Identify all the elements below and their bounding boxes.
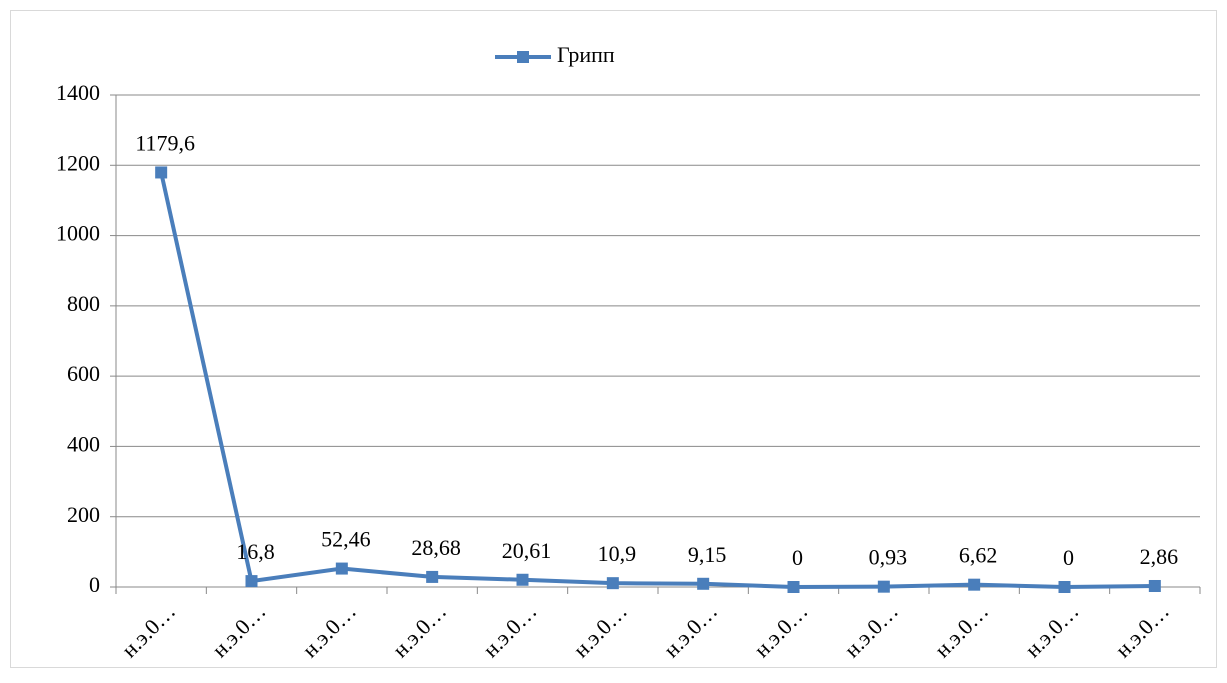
marker bbox=[516, 573, 529, 586]
chart-border bbox=[10, 10, 1217, 668]
series-line bbox=[159, 172, 1155, 590]
y-tick-label: 1000 bbox=[56, 221, 100, 246]
marker bbox=[697, 577, 710, 590]
data-label: 0 bbox=[1063, 545, 1074, 570]
y-tick-label: 200 bbox=[67, 502, 100, 527]
y-tick-label: 1200 bbox=[56, 150, 100, 175]
data-label: 9,15 bbox=[688, 542, 727, 567]
data-label: 16,8 bbox=[236, 539, 275, 564]
marker bbox=[1148, 579, 1161, 592]
marker bbox=[787, 581, 800, 593]
data-label: 2,86 bbox=[1140, 544, 1179, 569]
marker bbox=[968, 578, 981, 591]
data-label: 52,46 bbox=[321, 527, 371, 552]
data-label: 0 bbox=[792, 545, 803, 570]
marker bbox=[1058, 581, 1071, 593]
marker bbox=[335, 562, 348, 575]
data-label: 20,61 bbox=[502, 538, 552, 563]
data-label: 0,93 bbox=[869, 545, 908, 570]
data-label: 10,9 bbox=[598, 541, 637, 566]
data-label: 1179,6 bbox=[135, 131, 195, 156]
marker bbox=[606, 577, 619, 590]
marker bbox=[155, 166, 168, 179]
legend-marker bbox=[517, 51, 529, 63]
y-tick-label: 800 bbox=[67, 291, 100, 316]
y-tick-label: 0 bbox=[89, 572, 100, 597]
legend-label: Грипп bbox=[557, 42, 615, 67]
data-label: 6,62 bbox=[959, 543, 998, 568]
y-tick-label: 400 bbox=[67, 431, 100, 456]
marker bbox=[245, 575, 258, 588]
y-tick-label: 600 bbox=[67, 361, 100, 386]
data-label: 28,68 bbox=[411, 535, 461, 560]
y-tick-label: 1400 bbox=[56, 80, 100, 105]
marker bbox=[426, 570, 439, 583]
marker bbox=[877, 580, 890, 593]
